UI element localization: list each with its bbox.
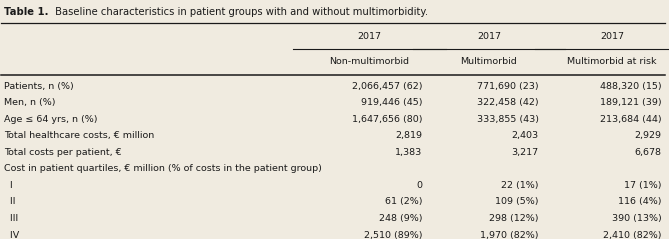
Text: 771,690 (23): 771,690 (23)	[477, 81, 539, 91]
Text: 2,510 (89%): 2,510 (89%)	[364, 231, 423, 239]
Text: 2,066,457 (62): 2,066,457 (62)	[352, 81, 423, 91]
Text: 390 (13%): 390 (13%)	[612, 214, 662, 223]
Text: 2017: 2017	[477, 32, 501, 41]
Text: Multimorbid: Multimorbid	[461, 57, 517, 66]
Text: III: III	[4, 214, 18, 223]
Text: Patients, n (%): Patients, n (%)	[4, 81, 74, 91]
Text: IV: IV	[4, 231, 19, 239]
Text: 1,383: 1,383	[395, 148, 423, 157]
Text: 2017: 2017	[357, 32, 381, 41]
Text: 116 (4%): 116 (4%)	[618, 197, 662, 206]
Text: 61 (2%): 61 (2%)	[385, 197, 423, 206]
Text: II: II	[4, 197, 15, 206]
Text: 2,929: 2,929	[635, 131, 662, 140]
Text: 1,970 (82%): 1,970 (82%)	[480, 231, 539, 239]
Text: Non-multimorbid: Non-multimorbid	[329, 57, 409, 66]
Text: 6,678: 6,678	[635, 148, 662, 157]
Text: 213,684 (44): 213,684 (44)	[600, 115, 662, 124]
Text: 2,403: 2,403	[512, 131, 539, 140]
Text: 0: 0	[417, 181, 423, 190]
Text: 22 (1%): 22 (1%)	[501, 181, 539, 190]
Text: 2017: 2017	[600, 32, 624, 41]
Text: 333,855 (43): 333,855 (43)	[477, 115, 539, 124]
Text: Total healthcare costs, € million: Total healthcare costs, € million	[4, 131, 155, 140]
Text: 109 (5%): 109 (5%)	[495, 197, 539, 206]
Text: 322,458 (42): 322,458 (42)	[477, 98, 539, 107]
Text: 1,647,656 (80): 1,647,656 (80)	[352, 115, 423, 124]
Text: Multimorbid at risk: Multimorbid at risk	[567, 57, 657, 66]
Text: Total costs per patient, €: Total costs per patient, €	[4, 148, 122, 157]
Text: 2,819: 2,819	[395, 131, 423, 140]
Text: 189,121 (39): 189,121 (39)	[600, 98, 662, 107]
Text: Men, n (%): Men, n (%)	[4, 98, 56, 107]
Text: 298 (12%): 298 (12%)	[489, 214, 539, 223]
Text: 2,410 (82%): 2,410 (82%)	[603, 231, 662, 239]
Text: 919,446 (45): 919,446 (45)	[361, 98, 423, 107]
Text: Cost in patient quartiles, € million (% of costs in the patient group): Cost in patient quartiles, € million (% …	[4, 164, 322, 173]
Text: 488,320 (15): 488,320 (15)	[600, 81, 662, 91]
Text: Age ≤ 64 yrs, n (%): Age ≤ 64 yrs, n (%)	[4, 115, 98, 124]
Text: 17 (1%): 17 (1%)	[624, 181, 662, 190]
Text: 248 (9%): 248 (9%)	[379, 214, 423, 223]
Text: Baseline characteristics in patient groups with and without multimorbidity.: Baseline characteristics in patient grou…	[52, 7, 428, 17]
Text: I: I	[4, 181, 13, 190]
Text: 3,217: 3,217	[512, 148, 539, 157]
Text: Table 1.: Table 1.	[4, 7, 49, 17]
